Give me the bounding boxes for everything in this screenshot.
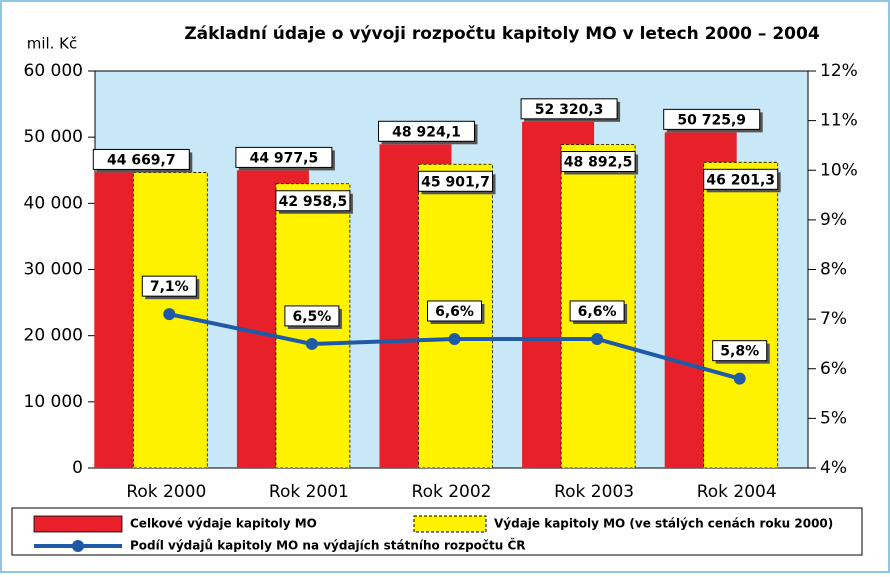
data-label-box bbox=[235, 146, 333, 168]
data-label: 46 201,3 bbox=[706, 172, 775, 188]
data-label-box bbox=[712, 340, 768, 362]
data-label: 6,6% bbox=[435, 304, 474, 320]
y2-tick-label: 12% bbox=[820, 61, 858, 81]
y2-tick-label: 10% bbox=[820, 160, 858, 180]
data-label-box bbox=[703, 168, 779, 190]
x-tick-label: Rok 2003 bbox=[554, 482, 634, 502]
x-tick-label: Rok 2001 bbox=[269, 482, 349, 502]
data-label: 44 977,5 bbox=[250, 150, 319, 166]
data-label-box bbox=[560, 150, 636, 172]
line-marker bbox=[591, 332, 604, 345]
data-label: 50 725,9 bbox=[677, 112, 746, 128]
x-tick-label: Rok 2002 bbox=[412, 482, 492, 502]
x-tick-label: Rok 2000 bbox=[126, 482, 206, 502]
y-tick-label: 60 000 bbox=[24, 61, 83, 81]
y-tick-label: 10 000 bbox=[24, 392, 83, 412]
legend-label: Výdaje kapitoly MO (ve stálých cenách ro… bbox=[494, 517, 833, 531]
data-label: 48 924,1 bbox=[392, 124, 461, 140]
data-label: 48 892,5 bbox=[564, 154, 633, 170]
data-label-box bbox=[92, 148, 190, 170]
y-axis-label: mil. Kč bbox=[27, 35, 78, 53]
y2-tick-label: 9% bbox=[820, 210, 847, 230]
data-label: 52 320,3 bbox=[535, 102, 604, 118]
data-label-box bbox=[569, 300, 625, 322]
y2-tick-label: 7% bbox=[820, 309, 847, 329]
legend-label: Celkové výdaje kapitoly MO bbox=[130, 517, 317, 531]
data-label-box bbox=[284, 305, 340, 327]
y2-tick-label: 6% bbox=[820, 359, 847, 379]
data-label: 44 669,7 bbox=[107, 152, 176, 168]
line-marker bbox=[448, 332, 461, 345]
data-label: 6,5% bbox=[292, 309, 331, 325]
data-label-box bbox=[520, 98, 618, 120]
data-label-box bbox=[418, 170, 493, 192]
line-marker bbox=[305, 337, 318, 350]
line-marker bbox=[733, 372, 746, 385]
y2-tick-label: 11% bbox=[820, 111, 858, 131]
y-tick-label: 30 000 bbox=[24, 260, 83, 280]
y-tick-label: 0 bbox=[72, 458, 83, 478]
data-label: 45 901,7 bbox=[421, 174, 490, 190]
data-label-box bbox=[663, 108, 761, 130]
data-label-box bbox=[427, 300, 482, 322]
y-tick-label: 50 000 bbox=[24, 127, 83, 147]
data-label-box bbox=[141, 275, 197, 297]
legend-swatch bbox=[33, 515, 123, 533]
data-label: 42 958,5 bbox=[279, 194, 348, 210]
y2-tick-label: 5% bbox=[820, 408, 847, 428]
data-label: 5,8% bbox=[720, 344, 759, 360]
x-tick-label: Rok 2004 bbox=[697, 482, 777, 502]
data-label: 6,6% bbox=[578, 304, 617, 320]
chart-title: Základní údaje o vývoji rozpočtu kapitol… bbox=[184, 24, 820, 44]
y2-tick-label: 4% bbox=[820, 458, 847, 478]
y-tick-label: 40 000 bbox=[24, 193, 83, 213]
y2-tick-label: 8% bbox=[820, 260, 847, 280]
line-marker bbox=[163, 308, 176, 321]
legend-swatch bbox=[413, 515, 487, 533]
data-label-box bbox=[275, 190, 351, 212]
legend-label: Podíl výdajů kapitoly MO na výdajích stá… bbox=[130, 538, 526, 553]
data-label: 7,1% bbox=[150, 279, 189, 295]
bar bbox=[703, 161, 779, 469]
data-label-box bbox=[378, 120, 475, 142]
legend-swatch bbox=[72, 540, 84, 552]
y-tick-label: 20 000 bbox=[24, 326, 83, 346]
